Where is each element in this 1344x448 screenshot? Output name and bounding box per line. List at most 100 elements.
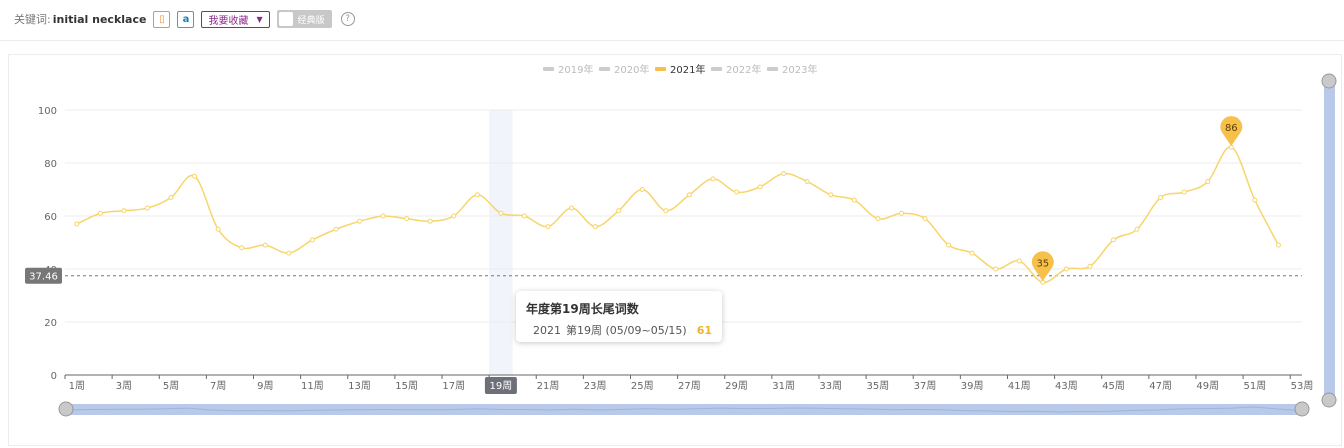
data-point	[686, 192, 692, 198]
legend-label: 2020年	[614, 63, 649, 76]
data-point	[781, 171, 787, 177]
x-tick-label: 39周	[961, 380, 984, 392]
data-point	[357, 218, 363, 224]
tooltip-period: 第19周 (05/09~05/15)	[566, 324, 687, 337]
marker-pin	[1220, 116, 1243, 147]
classic-toggle[interactable]: 经典版	[276, 10, 332, 28]
series-line-2021	[76, 146, 1280, 284]
x-tick-label: 27周	[678, 380, 701, 392]
data-point	[946, 242, 952, 248]
legend-swatch	[543, 67, 554, 71]
data-point	[1111, 237, 1117, 243]
average-label: 37.46	[29, 272, 58, 283]
legend-swatch	[599, 67, 610, 71]
data-point	[121, 208, 127, 214]
x-zoom-handle[interactable]	[58, 401, 74, 417]
data-point	[1087, 263, 1093, 269]
x-tick-label: 41周	[1008, 380, 1031, 392]
legend-swatch	[655, 67, 666, 71]
divider	[0, 40, 1344, 41]
y-tick-label: 20	[44, 318, 57, 329]
chart-tooltip: 年度第19周长尾词数 2021 第19周 (05/09~05/15) 61	[516, 291, 722, 342]
data-point	[1181, 189, 1187, 195]
x-tick-label: 3周	[116, 380, 132, 392]
x-tick-label: 17周	[442, 380, 465, 392]
toggle-knob	[278, 12, 293, 26]
data-point	[663, 208, 669, 214]
data-point	[569, 205, 575, 211]
data-point	[239, 245, 245, 251]
legend-item[interactable]: 2019年	[543, 63, 593, 76]
favorite-label: 我要收藏	[208, 15, 249, 27]
data-point	[922, 216, 928, 222]
data-point	[592, 224, 598, 230]
x-tick-label: 35周	[867, 380, 890, 392]
amazon-icon[interactable]: a	[177, 10, 195, 28]
x-tick-label: 5周	[163, 380, 179, 392]
data-point	[1134, 226, 1140, 232]
x-tick-label: 25周	[631, 380, 654, 392]
x-tick-label: 9周	[257, 380, 273, 392]
data-point	[545, 224, 551, 230]
chart-panel	[8, 54, 1342, 446]
help-icon[interactable]: ?	[340, 12, 355, 26]
data-point	[616, 208, 622, 214]
x-zoom-handle[interactable]	[1294, 401, 1310, 417]
y-zoom-handle[interactable]	[1321, 392, 1337, 408]
highlight-tick-label: 19周	[490, 380, 513, 392]
data-point	[192, 173, 198, 179]
document-icon[interactable]: ▯	[153, 10, 171, 28]
data-point	[144, 205, 150, 211]
data-point	[969, 250, 975, 256]
y-zoom-slider-track	[1324, 81, 1335, 400]
legend-swatch	[711, 67, 722, 71]
data-point	[898, 210, 904, 216]
y-zoom-handle[interactable]	[1321, 73, 1337, 89]
x-tick-label: 33周	[819, 380, 842, 392]
x-zoom-slider-preview	[65, 406, 1303, 413]
x-tick-label: 51周	[1244, 380, 1267, 392]
x-tick-label: 45周	[1102, 380, 1125, 392]
legend-item[interactable]: 2023年	[767, 63, 817, 76]
keyword-label: 关键词:	[14, 13, 51, 26]
data-point	[97, 210, 103, 216]
tooltip-value: 61	[696, 323, 713, 337]
legend-item[interactable]: 2020年	[599, 63, 649, 76]
marker-pin	[1031, 251, 1054, 282]
keyword-value: initial necklace	[52, 12, 147, 26]
data-point	[309, 237, 315, 243]
data-point	[286, 250, 292, 256]
y-tick-label: 0	[51, 371, 57, 382]
tooltip-series: 2021	[533, 323, 561, 337]
data-point	[1063, 266, 1069, 272]
data-point	[451, 213, 457, 219]
x-tick-label: 31周	[772, 380, 795, 392]
data-point	[404, 216, 410, 222]
data-point	[498, 210, 504, 216]
data-point	[74, 221, 80, 227]
chevron-down-icon: ▼	[256, 14, 263, 24]
data-point	[521, 213, 527, 219]
x-tick-label: 21周	[537, 380, 560, 392]
legend-item[interactable]: 2021年	[655, 63, 705, 76]
data-point	[734, 189, 740, 195]
x-tick-label: 15周	[395, 380, 418, 392]
data-point	[757, 184, 763, 190]
data-point	[639, 187, 645, 192]
marker-pin-label: 35	[1036, 258, 1049, 269]
data-point	[1205, 179, 1211, 185]
legend-swatch	[767, 67, 778, 71]
data-point	[333, 226, 339, 232]
toolbar: 关键词: initial necklace ▯ a 我要收藏 ▼ 经典版 ?	[0, 0, 1344, 38]
favorite-dropdown[interactable]: 我要收藏 ▼	[201, 10, 270, 28]
data-point	[1016, 258, 1022, 264]
x-tick-label: 23周	[584, 380, 607, 392]
data-point	[262, 242, 268, 248]
x-tick-label: 13周	[348, 380, 371, 392]
y-tick-label: 100	[38, 106, 57, 117]
x-tick-label: 43周	[1055, 380, 1078, 392]
legend-label: 2022年	[726, 63, 761, 76]
data-point	[710, 176, 716, 182]
legend-item[interactable]: 2022年	[711, 63, 761, 76]
